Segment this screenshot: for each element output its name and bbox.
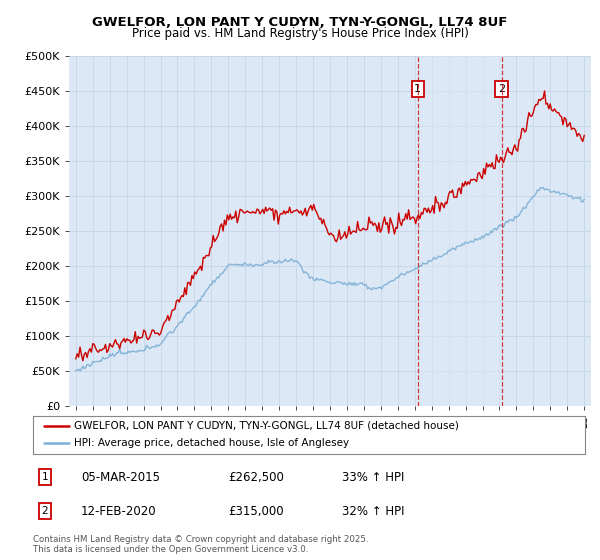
Text: £262,500: £262,500 (228, 470, 284, 484)
Text: Price paid vs. HM Land Registry's House Price Index (HPI): Price paid vs. HM Land Registry's House … (131, 27, 469, 40)
Text: HPI: Average price, detached house, Isle of Anglesey: HPI: Average price, detached house, Isle… (74, 438, 350, 449)
Text: 1: 1 (41, 472, 49, 482)
Text: 1: 1 (414, 84, 421, 94)
Text: 12-FEB-2020: 12-FEB-2020 (81, 505, 157, 518)
Text: 2: 2 (41, 506, 49, 516)
Text: GWELFOR, LON PANT Y CUDYN, TYN-Y-GONGL, LL74 8UF (detached house): GWELFOR, LON PANT Y CUDYN, TYN-Y-GONGL, … (74, 421, 459, 431)
Bar (418, 56, 502, 406)
Text: 2: 2 (498, 84, 505, 94)
Text: Contains HM Land Registry data © Crown copyright and database right 2025.
This d: Contains HM Land Registry data © Crown c… (33, 535, 368, 554)
Text: 05-MAR-2015: 05-MAR-2015 (81, 470, 160, 484)
Text: 33% ↑ HPI: 33% ↑ HPI (342, 470, 404, 484)
Text: GWELFOR, LON PANT Y CUDYN, TYN-Y-GONGL, LL74 8UF: GWELFOR, LON PANT Y CUDYN, TYN-Y-GONGL, … (92, 16, 508, 29)
Text: £315,000: £315,000 (228, 505, 284, 518)
Text: 32% ↑ HPI: 32% ↑ HPI (342, 505, 404, 518)
